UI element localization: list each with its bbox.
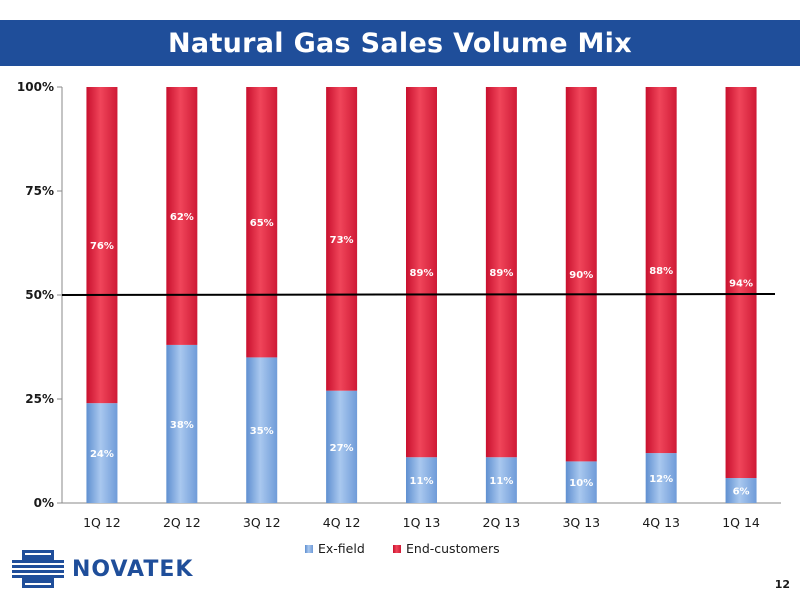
data-label-ex-field: 12% <box>649 474 673 485</box>
bar-end-customers-4q12 <box>326 87 358 391</box>
data-label-end-customers: 65% <box>250 218 274 229</box>
bar-ex-field-2q13 <box>485 457 517 503</box>
x-tick-label: 4Q 12 <box>323 515 361 530</box>
data-label-ex-field: 6% <box>733 487 750 498</box>
logo-wordmark: NOVATEK <box>72 556 194 582</box>
y-tick-label: 0% <box>34 496 54 510</box>
bar-end-customers-1q14 <box>725 87 757 479</box>
data-label-end-customers: 62% <box>170 212 194 223</box>
x-tick-label: 1Q 13 <box>403 515 441 530</box>
data-label-end-customers: 76% <box>90 241 114 252</box>
legend-label-ex-field: Ex-field <box>318 541 365 556</box>
data-label-end-customers: 73% <box>330 235 354 246</box>
bar-ex-field-2q12 <box>166 344 198 503</box>
novatek-logo-icon <box>12 550 64 588</box>
title-bar: Natural Gas Sales Volume Mix <box>0 20 800 66</box>
bar-ex-field-4q13 <box>645 453 677 503</box>
data-label-end-customers: 94% <box>729 279 753 290</box>
data-label-end-customers: 88% <box>649 266 673 277</box>
legend-swatch-end-customers <box>393 545 401 553</box>
data-label-ex-field: 24% <box>90 449 114 460</box>
x-tick-label: 4Q 13 <box>642 515 680 530</box>
bar-end-customers-4q13 <box>645 87 677 454</box>
data-label-end-customers: 89% <box>410 268 434 279</box>
data-label-ex-field: 35% <box>250 426 274 437</box>
bar-end-customers-3q12 <box>246 87 278 358</box>
x-tick-label: 3Q 13 <box>562 515 600 530</box>
data-label-ex-field: 10% <box>569 478 593 489</box>
bar-end-customers-2q13 <box>485 87 517 458</box>
bar-ex-field-3q13 <box>565 461 597 503</box>
bar-ex-field-1q12 <box>86 403 118 503</box>
bar-ex-field-4q12 <box>326 390 358 503</box>
y-tick-label: 75% <box>25 184 54 198</box>
bar-ex-field-1q13 <box>406 457 437 503</box>
legend-label-end-customers: End-customers <box>406 541 500 556</box>
page-title: Natural Gas Sales Volume Mix <box>168 27 632 59</box>
data-label-end-customers: 90% <box>569 270 593 281</box>
data-label-ex-field: 38% <box>170 420 194 431</box>
bar-end-customers-3q13 <box>565 87 597 462</box>
reference-line-50 <box>61 293 776 296</box>
bar-end-customers-2q12 <box>166 87 198 345</box>
x-tick-label: 2Q 12 <box>163 515 201 530</box>
bar-end-customers-1q13 <box>406 87 437 458</box>
legend-swatch-ex-field <box>305 545 313 553</box>
data-label-ex-field: 27% <box>330 443 354 454</box>
x-tick-label: 1Q 12 <box>83 515 121 530</box>
data-label-ex-field: 11% <box>410 476 434 487</box>
x-tick-label: 1Q 14 <box>722 515 760 530</box>
bar-ex-field-3q12 <box>246 357 278 503</box>
data-label-ex-field: 11% <box>489 476 513 487</box>
y-tick-label: 50% <box>25 288 54 302</box>
data-label-end-customers: 89% <box>489 268 513 279</box>
bar-ex-field-1q14 <box>725 478 757 503</box>
bar-end-customers-1q12 <box>86 87 118 404</box>
x-tick-label: 3Q 12 <box>243 515 281 530</box>
novatek-logo: NOVATEK <box>12 550 193 588</box>
y-tick-label: 25% <box>25 392 54 406</box>
page-number: 12 <box>774 578 790 591</box>
x-tick-label: 2Q 13 <box>483 515 521 530</box>
y-tick-label: 100% <box>17 80 54 94</box>
